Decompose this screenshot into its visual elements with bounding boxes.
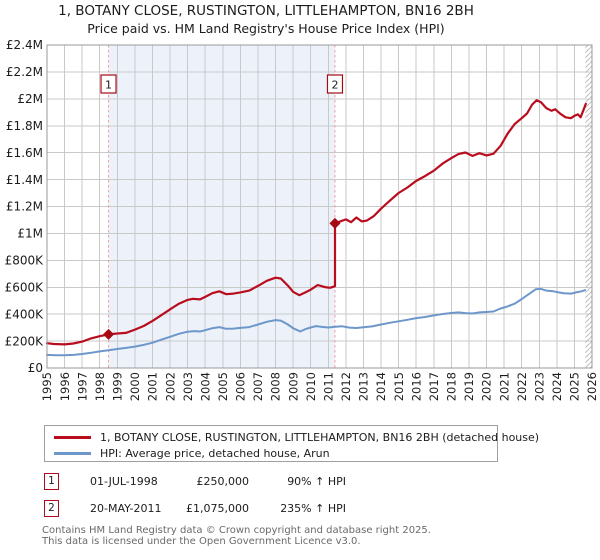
sale-marker-box [326,74,344,94]
chart-subtitle: Price paid vs. HM Land Registry's House … [87,21,445,36]
x-axis-label: 2009 [286,372,300,401]
sale-vs-hpi: 235% ↑ HPI [280,502,346,515]
x-axis-label: 2014 [374,372,388,401]
y-axis-label: £400K [5,307,45,321]
x-axis-label: 2018 [445,372,459,401]
x-axis-label: 1995 [40,372,54,401]
x-axis-label: 2016 [409,372,423,401]
x-axis-label: 2021 [497,372,511,401]
y-axis-label: £200K [5,334,45,348]
legend-item-hpi: HPI: Average price, detached house, Arun [51,445,497,461]
y-axis-label: £800K [5,254,45,268]
plot-border [46,44,593,369]
y-axis-label: £1.2M [6,200,43,214]
x-axis-label: 2026 [585,372,599,401]
sale-marker-number: 1 [105,79,112,92]
red-line-swatch [54,435,91,439]
footer-line-2: This data is licensed under the Open Gov… [42,535,361,547]
series-line [45,99,587,346]
x-axis-label: 2020 [480,372,494,401]
sale-vs-hpi: 90% ↑ HPI [287,475,346,488]
x-axis-label: 2025 [568,372,582,401]
sale-marker-badge-2: 2 [44,500,59,517]
x-axis-label: 2017 [427,372,441,401]
x-axis-label: 2010 [304,372,318,401]
y-axis-label: £1.8M [6,119,43,133]
legend-item-price-paid: 1, BOTANY CLOSE, RUSTINGTON, LITTLEHAMPT… [51,429,539,445]
x-axis-label: 2008 [269,372,283,401]
x-axis-label: 2013 [357,372,371,401]
price-chart: 1 2 £0 £200K £400K £600K £800K £1M £1.2M £1.4M £1.… [5,38,600,401]
y-axis-label: £600K [5,280,45,294]
series-line [46,287,586,357]
x-axis-label: 2004 [198,372,212,401]
y-axis-label: £0 [28,361,43,375]
chart-legend: 1, BOTANY CLOSE, RUSTINGTON, LITTLEHAMPT… [44,425,539,462]
blue-line-swatch [54,451,91,455]
y-axis-label: £1.4M [6,173,43,187]
y-axis-label: £2M [17,92,43,106]
x-axis-label: 2019 [462,372,476,401]
y-axis-label: £2.4M [6,38,43,52]
x-axis-label: 2007 [251,372,265,401]
x-axis-label: 2015 [392,372,406,401]
future-hatch-region [585,45,592,368]
x-axis-label: 2024 [550,372,564,401]
legend-label: 1, BOTANY CLOSE, RUSTINGTON, LITTLEHAMPT… [100,430,540,444]
legend-label: HPI: Average price, detached house, Arun [100,446,330,460]
sale-price: £1,075,000 [186,502,249,515]
x-axis-label: 2023 [532,372,546,401]
x-axis-label: 2000 [128,372,142,401]
x-axis-label: 2022 [515,372,529,401]
x-axis-label: 1997 [75,372,89,401]
sale-marker-box [100,74,117,94]
footer-line-1: Contains HM Land Registry data © Crown c… [42,525,431,536]
transaction-row-1: 1 01-JUL-1998 £250,000 90% ↑ HPI [0,473,600,490]
sale-point-diamond [103,328,115,340]
x-axis-label: 2001 [146,372,160,401]
grid [46,44,593,369]
page-title: 1, BOTANY CLOSE, RUSTINGTON, LITTLEHAMPT… [58,3,474,19]
transaction-row-2: 2 20-MAY-2011 £1,075,000 235% ↑ HPI [0,500,600,517]
x-axis-label: 2011 [321,372,335,401]
sale-date: 01-JUL-1998 [90,475,158,488]
sale-price: £250,000 [196,475,250,488]
x-axis-label: 2006 [234,372,248,401]
sale-date: 20-MAY-2011 [90,502,162,515]
x-axis-label: 1998 [93,372,107,401]
y-axis-label: £1M [17,227,43,241]
sale-marker-number: 2 [331,79,338,92]
x-axis-label: 2005 [216,372,230,401]
x-axis-label: 2002 [163,372,177,401]
sale-point-diamond [329,217,341,229]
x-axis-label: 1999 [111,372,125,401]
y-axis-label: £2.2M [6,65,43,79]
x-axis-label: 1996 [58,372,72,401]
sale-marker-badge-1: 1 [44,473,59,490]
x-axis-label: 2012 [339,372,353,401]
x-axis-label: 2003 [181,372,195,401]
y-axis-label: £1.6M [6,146,43,160]
copyright-footer: Contains HM Land Registry data © Crown c… [42,525,431,547]
